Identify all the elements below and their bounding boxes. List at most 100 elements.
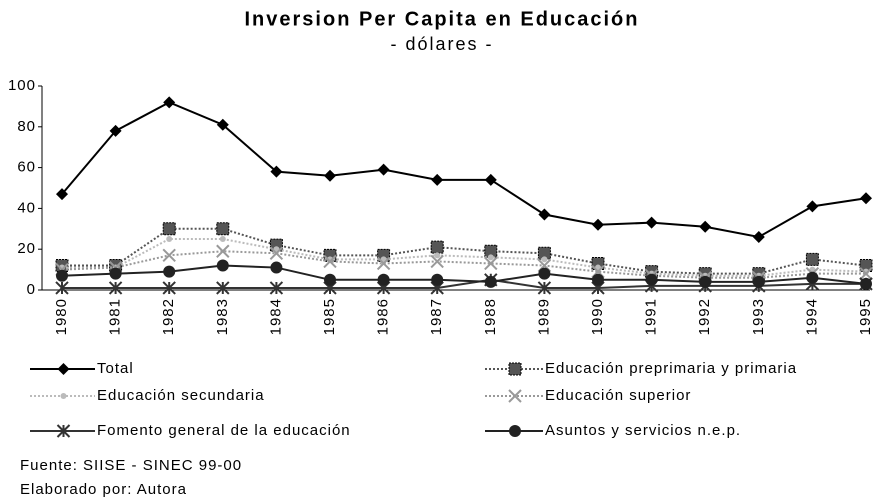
marker-shape xyxy=(162,248,176,263)
y-tick-label: 80 xyxy=(17,118,36,135)
marker xyxy=(109,267,122,280)
marker-shape xyxy=(752,275,765,288)
marker xyxy=(216,259,229,272)
marker-shape xyxy=(806,271,819,284)
marker-shape xyxy=(55,281,69,295)
chart-subtitle: - dólares - xyxy=(390,34,493,54)
marker-shape xyxy=(219,236,226,242)
marker-shape xyxy=(163,265,176,278)
marker-shape xyxy=(484,173,497,186)
marker xyxy=(484,275,497,288)
marker-shape xyxy=(109,267,122,280)
marker-shape xyxy=(216,222,230,236)
marker xyxy=(162,281,176,295)
marker-shape xyxy=(699,220,712,233)
marker xyxy=(592,273,604,286)
marker-shape xyxy=(60,393,67,399)
marker xyxy=(57,363,70,375)
marker-shape xyxy=(431,273,444,286)
marker xyxy=(860,277,872,290)
x-tick-label: 1991 xyxy=(643,298,660,335)
marker xyxy=(162,222,176,236)
marker xyxy=(269,281,284,295)
marker-shape xyxy=(324,273,336,286)
marker-shape xyxy=(484,256,498,271)
marker xyxy=(645,216,658,229)
marker-shape xyxy=(216,118,229,131)
marker-shape xyxy=(166,236,173,242)
marker xyxy=(431,173,444,186)
marker xyxy=(162,248,176,263)
marker xyxy=(163,265,176,278)
marker-shape xyxy=(538,208,551,221)
marker xyxy=(430,240,444,254)
marker-shape xyxy=(859,266,873,281)
y-tick-label: 40 xyxy=(17,199,36,216)
x-tick-label: 1985 xyxy=(321,298,338,335)
y-tick-label: 60 xyxy=(17,159,36,176)
x-tick-label: 1983 xyxy=(214,298,231,335)
marker xyxy=(108,281,123,295)
marker xyxy=(323,254,337,269)
marker xyxy=(56,424,71,438)
marker xyxy=(752,230,765,243)
marker-shape xyxy=(56,424,71,438)
marker xyxy=(269,246,284,260)
marker-shape xyxy=(56,188,68,201)
marker-shape xyxy=(216,244,230,258)
marker xyxy=(699,220,712,233)
legend-label: Educación preprimaria y primaria xyxy=(545,360,797,377)
marker xyxy=(324,169,336,182)
marker-shape xyxy=(269,246,284,260)
marker-shape xyxy=(430,240,444,254)
x-tick-label: 1988 xyxy=(482,298,499,335)
marker xyxy=(60,393,67,399)
marker xyxy=(377,163,390,176)
series-line xyxy=(62,238,867,277)
marker-shape xyxy=(324,169,336,182)
marker xyxy=(163,96,176,109)
marker xyxy=(216,244,230,258)
marker-shape xyxy=(108,281,123,295)
marker-shape xyxy=(592,218,604,231)
marker xyxy=(55,281,69,295)
source-note: Fuente: SIISE - SINEC 99-00 xyxy=(20,457,242,474)
marker-shape xyxy=(805,252,819,266)
marker xyxy=(216,222,230,236)
marker xyxy=(508,362,522,376)
marker xyxy=(508,389,522,403)
x-tick-label: 1981 xyxy=(107,298,124,335)
marker-shape xyxy=(57,363,70,375)
author-note: Elaborado por: Autora xyxy=(20,481,187,498)
series-line xyxy=(61,101,867,239)
y-tick-label: 20 xyxy=(17,240,36,257)
marker-shape xyxy=(484,275,497,288)
marker xyxy=(538,208,551,221)
marker-shape xyxy=(752,230,765,243)
marker-shape xyxy=(323,254,337,269)
marker xyxy=(56,269,68,282)
marker-shape xyxy=(162,222,176,236)
legend-label: Fomento general de la educación xyxy=(97,422,351,439)
marker-shape xyxy=(645,273,658,286)
marker-shape xyxy=(645,216,658,229)
marker xyxy=(376,256,391,271)
marker xyxy=(377,273,390,286)
marker xyxy=(166,236,173,242)
marker xyxy=(487,254,494,261)
x-tick-label: 1992 xyxy=(696,298,713,335)
x-tick-label: 1980 xyxy=(53,298,70,335)
marker xyxy=(56,188,68,201)
marker xyxy=(541,256,548,263)
marker-shape xyxy=(162,281,176,295)
marker-shape xyxy=(216,281,230,295)
marker xyxy=(859,266,873,281)
marker-shape xyxy=(163,96,176,109)
marker xyxy=(805,252,819,266)
marker xyxy=(645,273,658,286)
marker xyxy=(109,124,122,137)
series-line xyxy=(62,227,867,275)
marker-shape xyxy=(376,256,391,271)
marker xyxy=(219,236,226,242)
